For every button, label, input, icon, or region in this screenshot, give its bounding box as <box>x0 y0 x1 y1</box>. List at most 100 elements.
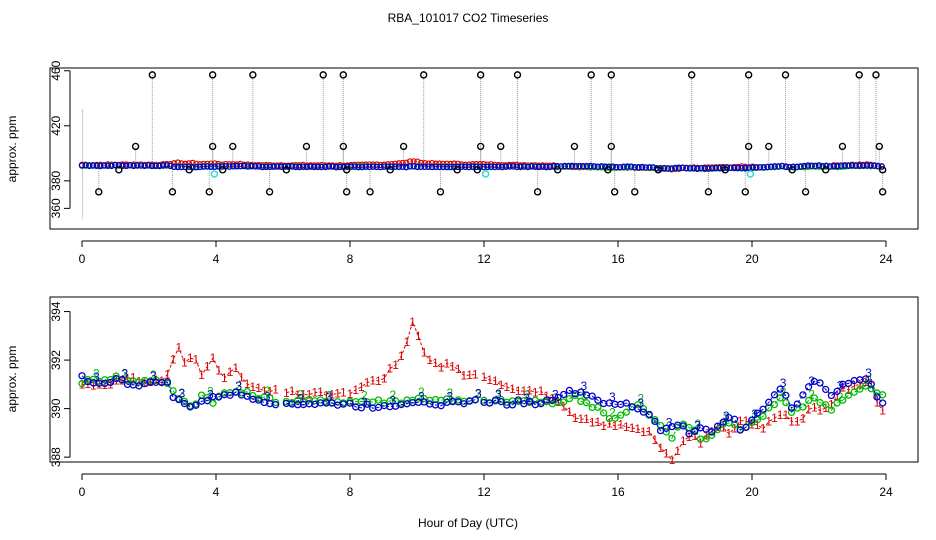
bottom-series-3-point <box>232 388 240 396</box>
bottom-series-1-marker: 1 <box>392 358 399 372</box>
top-series-3-point <box>207 163 215 171</box>
top-outlier-step-point <box>473 166 481 174</box>
top-series-3-point <box>771 163 778 170</box>
bottom-series-3-marker: 3 <box>122 367 129 381</box>
top-series-3-point <box>484 163 491 171</box>
bottom-series-3-point <box>577 388 585 396</box>
top-series-3-point <box>266 163 274 171</box>
bottom-series-1-marker: 1 <box>164 367 171 381</box>
top-y-tick-label: 420 <box>49 115 63 135</box>
top-series-3-point <box>712 164 720 172</box>
top-series-1-point <box>189 159 196 167</box>
top-series-3-point <box>738 164 745 172</box>
bottom-x-tick-label: 0 <box>79 485 86 499</box>
top-outlier-mid-point <box>765 142 773 151</box>
top-cyan-point <box>481 170 490 178</box>
bottom-series-3-point <box>719 418 727 426</box>
top-series-3-point <box>104 162 111 169</box>
top-series-3-point <box>288 163 296 170</box>
bottom-series-2-point <box>782 398 790 407</box>
bottom-series-1-marker: 1 <box>158 374 165 388</box>
top-outlier-low-point <box>342 188 351 196</box>
bottom-series-1-marker: 1 <box>543 389 550 403</box>
bottom-series-3-point <box>793 400 801 408</box>
top-series-3-point <box>694 165 701 172</box>
bottom-series-1-marker: 1 <box>443 356 450 370</box>
bottom-series-2-point <box>810 394 818 402</box>
bottom-series-3-marker: 3 <box>475 387 482 401</box>
bottom-y-tick-label: 388 <box>49 447 63 467</box>
top-outlier-step-point <box>554 166 562 174</box>
bottom-series-3-line <box>81 375 276 408</box>
bottom-series-3-point <box>844 379 853 388</box>
bottom-series-1-marker: 1 <box>629 421 636 435</box>
top-outlier-step-point <box>115 166 123 174</box>
top-series-3-point <box>277 163 285 170</box>
bottom-series-1-marker: 1 <box>566 405 573 419</box>
bottom-series-3-point <box>730 415 739 423</box>
top-series-3-point <box>863 162 871 169</box>
top-series-3-point <box>852 162 860 169</box>
top-series-3-point <box>270 163 277 170</box>
top-outlier-mid-point <box>744 142 753 151</box>
bottom-series-3-point <box>736 426 744 434</box>
top-series-3-point <box>801 162 808 170</box>
top-panel: 0 4 8 12 16 20 24 360 380 420 460 approx. ppm <box>5 60 919 266</box>
bottom-series-1-marker: 1 <box>538 384 545 398</box>
top-series-3-point <box>178 163 185 171</box>
bottom-series-1-marker: 1 <box>317 385 324 399</box>
top-x-tick-label: 20 <box>745 252 759 266</box>
top-series-3-point <box>89 162 97 169</box>
bottom-series-1-marker: 1 <box>215 363 222 377</box>
top-series-3-point <box>491 163 498 171</box>
top-series-3-point <box>664 165 672 172</box>
top-series-3-point <box>705 165 712 172</box>
bottom-series-1-marker: 1 <box>828 397 835 411</box>
bottom-series-1-marker: 1 <box>492 374 499 388</box>
bottom-series-2-point <box>611 414 619 422</box>
top-series-3-point <box>561 162 568 170</box>
top-x-tick-label: 16 <box>611 252 625 266</box>
top-series-3-point <box>860 162 867 169</box>
bottom-series-2-marker: 2 <box>235 379 242 393</box>
top-outlier-step-point <box>788 166 796 174</box>
top-outlier-low-point <box>366 188 374 196</box>
top-series-3-point <box>211 163 218 170</box>
top-series-3-point <box>620 163 627 170</box>
bottom-series-3-marker: 3 <box>297 392 304 406</box>
top-series-3-point <box>764 163 771 171</box>
top-series-1-point <box>417 159 425 167</box>
top-series-3-point <box>111 161 119 169</box>
top-series-3-point <box>616 163 624 171</box>
bottom-series-1-marker: 1 <box>461 368 468 382</box>
bottom-series-1-marker: 1 <box>777 408 784 422</box>
top-outlier-high-point <box>744 71 753 79</box>
top-outlier-low-point <box>610 188 619 196</box>
top-series-3-point <box>425 163 432 170</box>
bottom-series-1-marker: 1 <box>532 386 539 400</box>
top-series-3-point <box>137 162 145 169</box>
top-outlier-mid-point <box>339 142 347 151</box>
bottom-series-3-line <box>483 378 884 435</box>
bottom-series-2-point <box>776 394 784 402</box>
bottom-series-3-point <box>357 404 366 412</box>
bottom-series-1-marker: 1 <box>583 412 590 426</box>
bottom-series-1-marker: 1 <box>84 377 91 391</box>
bottom-series-1-marker: 1 <box>486 373 493 387</box>
top-series-3-point <box>410 163 417 170</box>
top-series-3-point <box>668 165 675 172</box>
top-series-3-point <box>760 164 767 171</box>
bottom-series-1-marker: 1 <box>589 415 596 429</box>
bottom-series-3-point <box>833 387 841 396</box>
top-outlier-high-point <box>688 71 696 79</box>
bottom-series-2-point <box>827 406 836 414</box>
bottom-series-3-point <box>713 422 722 430</box>
top-series-3-point <box>509 163 517 170</box>
bottom-series-3-marker: 3 <box>780 376 787 390</box>
bottom-series-2-point <box>822 401 830 409</box>
bottom-series-1-line <box>286 390 344 396</box>
top-series-3-point <box>237 162 244 170</box>
top-outlier-high-point <box>208 71 217 79</box>
top-series-3-point <box>185 163 193 170</box>
bottom-series-1-marker: 1 <box>805 403 812 417</box>
